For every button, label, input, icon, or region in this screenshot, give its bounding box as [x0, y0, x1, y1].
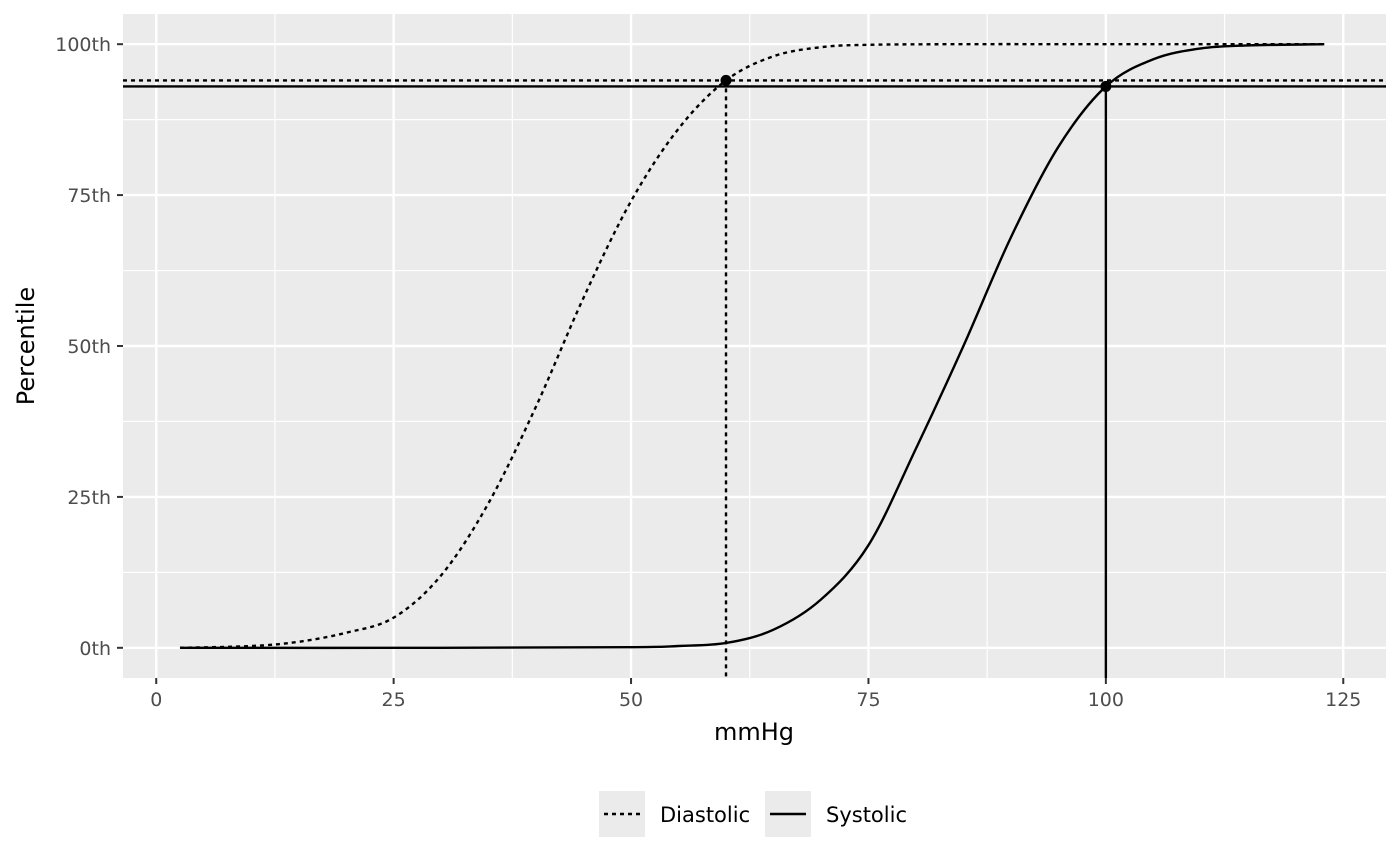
- y-tick-label: 50th: [67, 336, 111, 358]
- series-line-systolic: [179, 42, 1325, 650]
- x-tick-label: 25: [382, 689, 406, 711]
- reference-point-diastolic: [720, 74, 732, 86]
- x-tick-label: 125: [1325, 689, 1361, 711]
- y-tick-label: 75th: [67, 185, 111, 207]
- legend-label-diastolic: Diastolic: [660, 803, 750, 827]
- legend-label-systolic: Systolic: [826, 803, 907, 827]
- y-tick-label: 25th: [67, 487, 111, 509]
- legend-item-systolic: Systolic: [765, 791, 907, 837]
- reference-lines: [123, 74, 1386, 678]
- x-tick-label: 75: [856, 689, 880, 711]
- x-tick-label: 0: [150, 689, 162, 711]
- reference-point-systolic: [1100, 80, 1112, 92]
- y-tick-label: 100th: [55, 34, 111, 56]
- legend: Diastolic Systolic: [599, 791, 907, 837]
- y-axis: 0th 25th 50th 75th 100th: [55, 34, 123, 660]
- y-tick-label: 0th: [79, 638, 111, 660]
- x-axis: 0 25 50 75 100 125: [150, 678, 1361, 711]
- x-axis-title: mmHg: [714, 718, 794, 746]
- legend-item-diastolic: Diastolic: [599, 791, 750, 837]
- y-axis-title: Percentile: [12, 287, 40, 405]
- series-layer: [179, 42, 1325, 650]
- x-tick-label: 100: [1088, 689, 1124, 711]
- x-tick-label: 50: [619, 689, 643, 711]
